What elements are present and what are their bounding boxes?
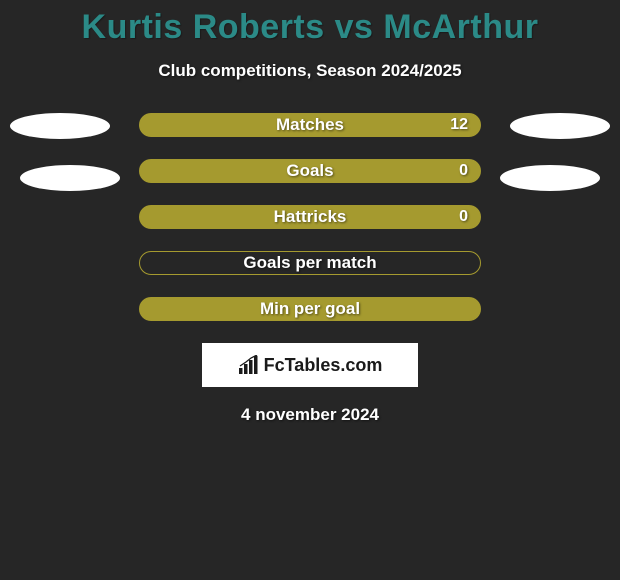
stat-bar-goals-per-match: Goals per match	[139, 251, 481, 275]
player-marker-left-1	[10, 113, 110, 139]
bars-chart-icon	[238, 355, 260, 375]
stat-label: Min per goal	[260, 299, 360, 319]
stat-bar-min-per-goal: Min per goal	[139, 297, 481, 321]
date-label: 4 november 2024	[0, 405, 620, 425]
page-title: Kurtis Roberts vs McArthur	[0, 0, 620, 47]
stat-value: 0	[459, 208, 468, 226]
stat-value: 12	[450, 116, 468, 134]
chart-area: Matches 12 Goals 0 Hattricks 0 Goals per…	[0, 113, 620, 321]
stat-value: 0	[459, 162, 468, 180]
logo-box[interactable]: FcTables.com	[202, 343, 418, 387]
logo: FcTables.com	[238, 355, 383, 376]
stat-label: Goals per match	[243, 253, 376, 273]
stat-bar-matches: Matches 12	[139, 113, 481, 137]
stat-label: Goals	[286, 161, 333, 181]
stat-bars: Matches 12 Goals 0 Hattricks 0 Goals per…	[139, 113, 481, 321]
stat-label: Matches	[276, 115, 344, 135]
player-marker-right-2	[500, 165, 600, 191]
player-marker-right-1	[510, 113, 610, 139]
player-marker-left-2	[20, 165, 120, 191]
stat-bar-hattricks: Hattricks 0	[139, 205, 481, 229]
stat-label: Hattricks	[274, 207, 347, 227]
logo-text: FcTables.com	[264, 355, 383, 376]
subtitle: Club competitions, Season 2024/2025	[0, 61, 620, 81]
stat-bar-goals: Goals 0	[139, 159, 481, 183]
